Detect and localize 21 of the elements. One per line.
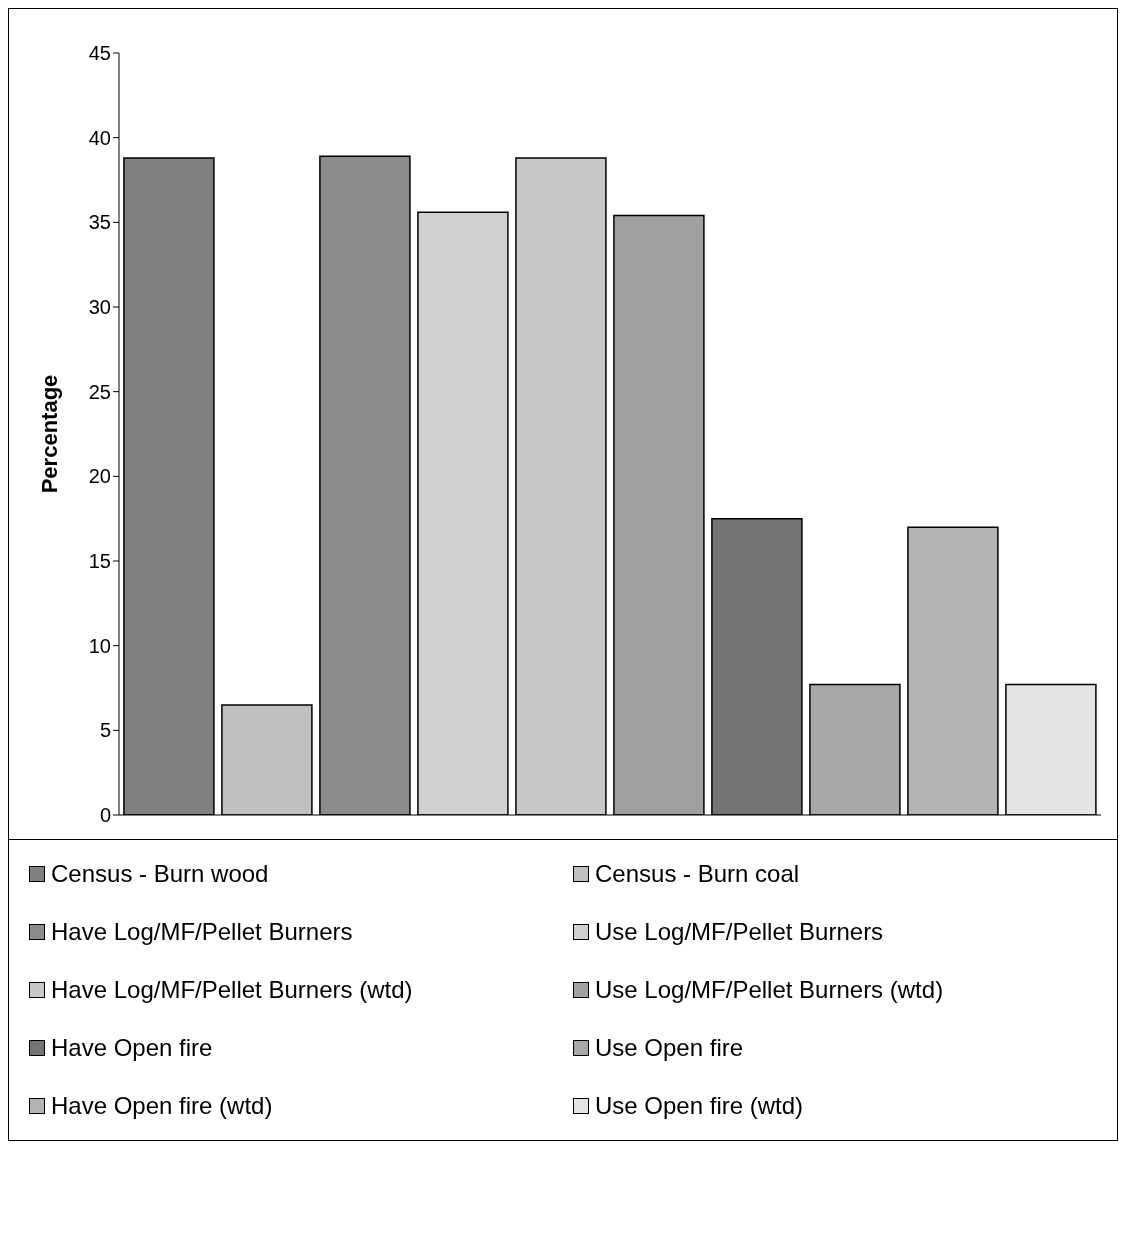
legend-label: Have Open fire bbox=[51, 1034, 213, 1062]
legend-label: Have Open fire (wtd) bbox=[51, 1092, 273, 1120]
y-axis-title: Percentage bbox=[36, 374, 62, 494]
legend-label: Census - Burn wood bbox=[51, 860, 269, 888]
legend-label: Use Open fire bbox=[595, 1034, 744, 1062]
legend-label: Use Open fire (wtd) bbox=[595, 1092, 804, 1120]
y-tick-label: 35 bbox=[88, 211, 111, 234]
legend-label: Use Log/MF/Pellet Burners bbox=[595, 918, 884, 946]
y-tick-label: 30 bbox=[88, 296, 111, 319]
legend-label: Have Log/MF/Pellet Burners bbox=[51, 918, 353, 946]
y-tick-label: 15 bbox=[88, 550, 111, 573]
y-tick-label: 20 bbox=[88, 465, 111, 488]
legend-label: Census - Burn coal bbox=[595, 860, 800, 888]
y-tick-label: 0 bbox=[99, 804, 111, 827]
y-tick-label: 45 bbox=[88, 42, 111, 65]
y-tick-label: 10 bbox=[88, 634, 111, 657]
y-tick-label: 5 bbox=[99, 719, 111, 742]
legend-label: Use Log/MF/Pellet Burners (wtd) bbox=[595, 976, 944, 1004]
legend-label: Have Log/MF/Pellet Burners (wtd) bbox=[51, 976, 413, 1004]
y-tick-label: 25 bbox=[88, 380, 111, 403]
y-tick-label: 40 bbox=[88, 126, 111, 149]
